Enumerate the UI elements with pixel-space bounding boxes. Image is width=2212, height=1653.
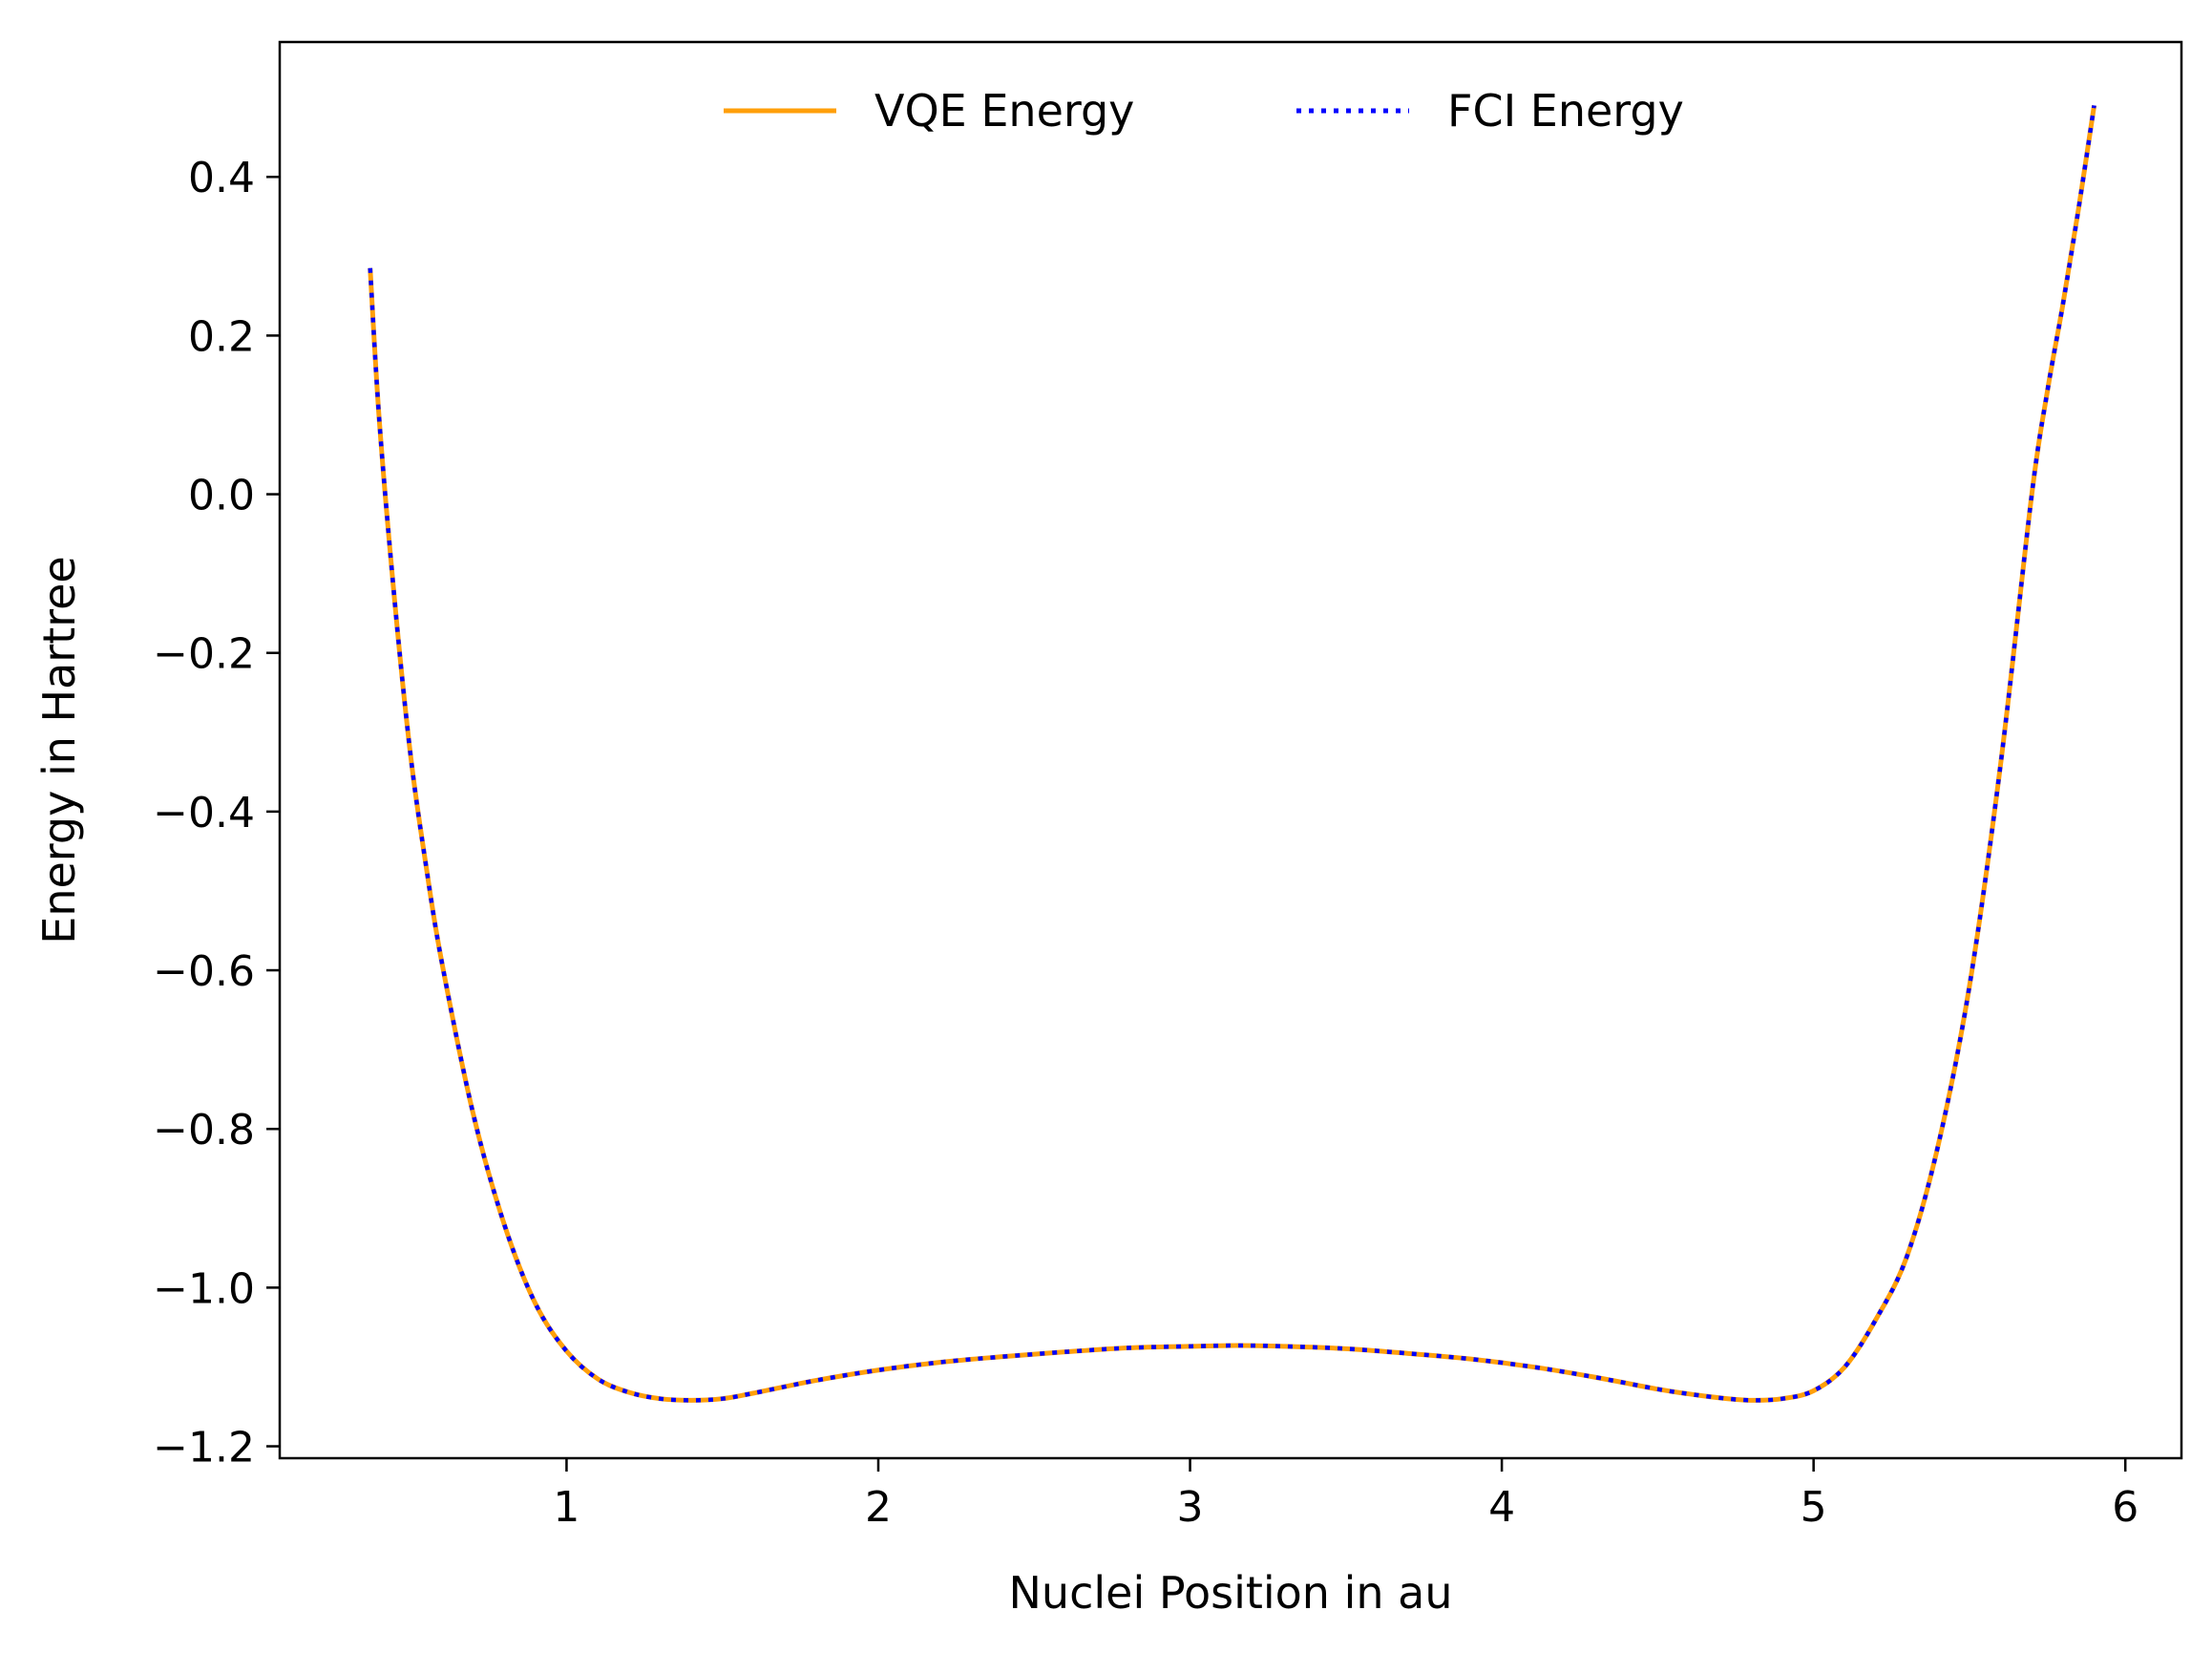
x-tick-label: 6 — [2112, 1483, 2138, 1532]
y-tick-label: 0.2 — [188, 312, 255, 361]
x-axis-ticks: 1 2 3 4 5 6 — [553, 1458, 2138, 1532]
plot-area — [278, 40, 2183, 1460]
y-tick-label: −1.0 — [153, 1264, 255, 1313]
series-line-vqe-energy — [368, 105, 2097, 1403]
y-tick-label: −1.2 — [153, 1424, 255, 1473]
x-tick-label: 3 — [1177, 1483, 1204, 1532]
x-tick-label: 4 — [1488, 1483, 1515, 1532]
y-axis-label: Energy in Hartree — [33, 556, 85, 943]
y-tick-label: −0.8 — [153, 1106, 255, 1155]
axes-frame — [278, 40, 2183, 1460]
series-layer — [368, 105, 2097, 1403]
y-tick-label: 0.0 — [188, 472, 255, 520]
series-line-fci-energy — [368, 105, 2096, 1403]
y-axis-ticks: 0.4 0.2 0.0 −0.2 −0.4 −0.6 −0.8 −1.0 −1.2 — [153, 154, 280, 1473]
y-tick-label: −0.4 — [153, 789, 255, 837]
x-tick-label: 5 — [1801, 1483, 1827, 1532]
y-tick-label: −0.2 — [153, 630, 255, 679]
legend: VQE Energy FCI Energy — [724, 85, 1684, 137]
y-tick-label: 0.4 — [188, 154, 255, 202]
legend-label: VQE Energy — [874, 85, 1134, 137]
x-tick-label: 2 — [865, 1483, 892, 1532]
legend-label: FCI Energy — [1447, 85, 1684, 137]
x-axis-label: Nuclei Position in au — [1009, 1567, 1453, 1619]
y-tick-label: −0.6 — [153, 947, 255, 996]
x-tick-label: 1 — [553, 1483, 579, 1532]
